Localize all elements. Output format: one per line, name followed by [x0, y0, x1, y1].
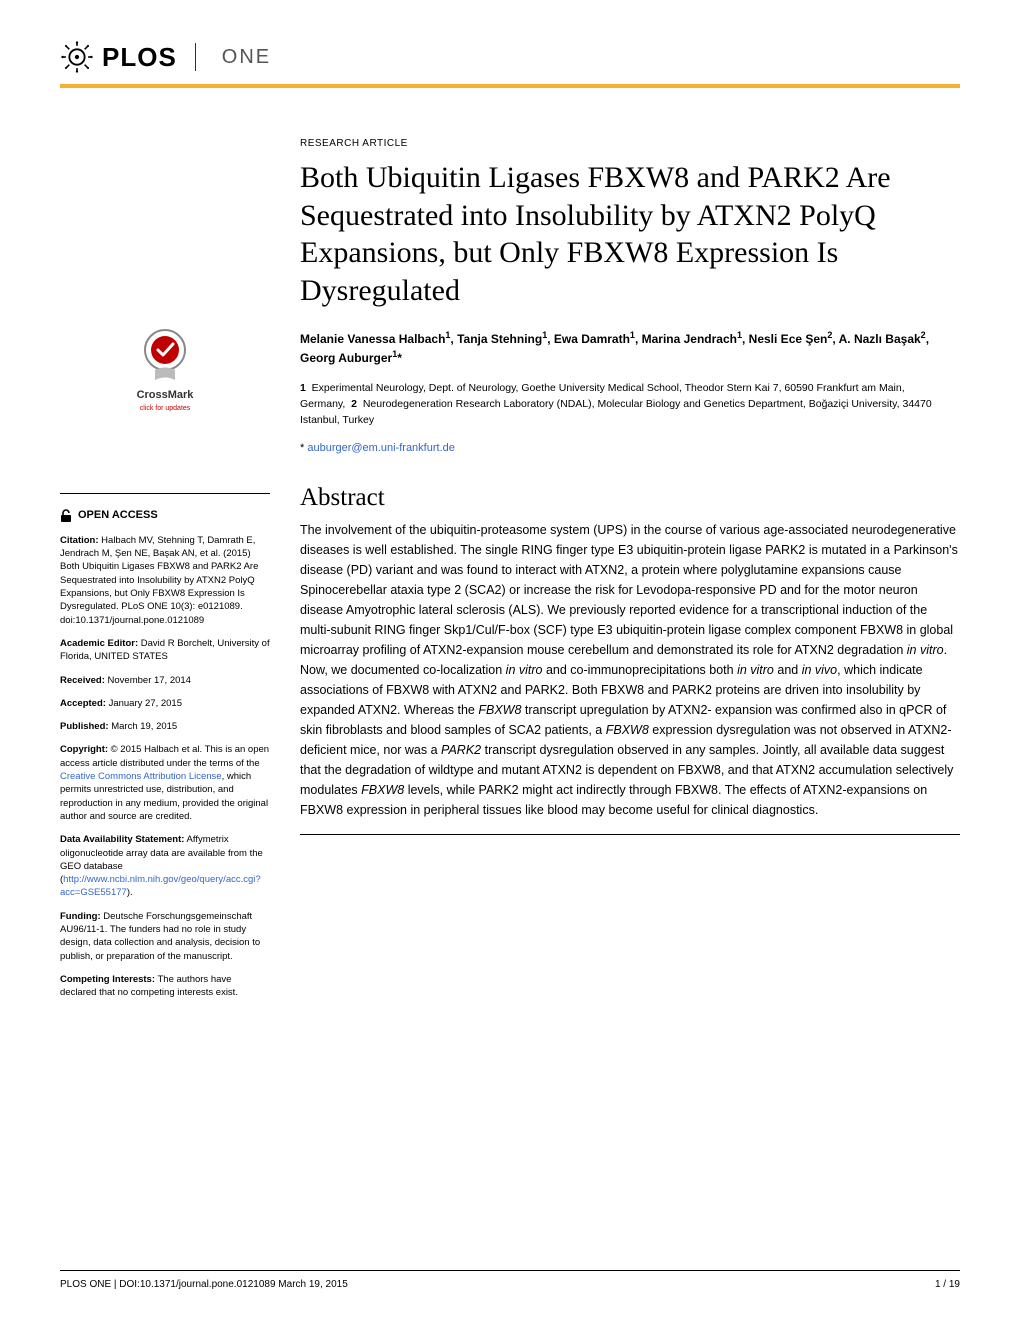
crossmark-label: CrossMark — [60, 388, 270, 403]
competing-interests-block: Competing Interests: The authors have de… — [60, 973, 270, 1000]
journal-name: ONE — [222, 46, 271, 69]
competing-label: Competing Interests: — [60, 974, 155, 985]
header-rule — [60, 84, 960, 88]
published-block: Published: March 19, 2015 — [60, 720, 270, 733]
page-footer: PLOS ONE | DOI:10.1371/journal.pone.0121… — [60, 1270, 960, 1290]
sidebar-divider — [60, 493, 270, 494]
citation-text: Halbach MV, Stehning T, Damrath E, Jendr… — [60, 535, 258, 626]
copyright-block: Copyright: © 2015 Halbach et al. This is… — [60, 743, 270, 823]
corresponding-author: * auburger@em.uni-frankfurt.de — [300, 442, 960, 454]
plos-symbol-icon — [60, 40, 94, 74]
sidebar: CrossMark click for updates OPEN ACCESS … — [60, 138, 270, 1009]
accepted-text: January 27, 2015 — [106, 698, 182, 709]
open-access-badge: OPEN ACCESS — [60, 508, 270, 523]
funding-block: Funding: Deutsche Forschungsgemeinschaft… — [60, 910, 270, 963]
crossmark-badge[interactable]: CrossMark click for updates — [60, 328, 270, 413]
abstract-text: The involvement of the ubiquitin-proteas… — [300, 520, 960, 820]
article-title: Both Ubiquitin Ligases FBXW8 and PARK2 A… — [300, 159, 960, 309]
plos-wordmark: PLOS — [102, 42, 177, 73]
accepted-block: Accepted: January 27, 2015 — [60, 697, 270, 710]
abstract-heading: Abstract — [300, 484, 960, 512]
journal-header: PLOS ONE — [60, 40, 960, 78]
received-text: November 17, 2014 — [105, 675, 191, 686]
plos-logo: PLOS ONE — [60, 40, 271, 74]
published-label: Published: — [60, 721, 109, 732]
open-access-label: OPEN ACCESS — [78, 508, 158, 523]
data-link[interactable]: http://www.ncbi.nlm.nih.gov/geo/query/ac… — [60, 874, 261, 898]
copyright-label: Copyright: — [60, 744, 108, 755]
received-block: Received: November 17, 2014 — [60, 674, 270, 687]
published-text: March 19, 2015 — [109, 721, 178, 732]
citation-label: Citation: — [60, 535, 99, 546]
editor-block: Academic Editor: David R Borchelt, Unive… — [60, 637, 270, 664]
data-label: Data Availability Statement: — [60, 834, 184, 845]
author-list: Melanie Vanessa Halbach1, Tanja Stehning… — [300, 329, 960, 367]
open-lock-icon — [60, 509, 72, 523]
article-type-label: RESEARCH ARTICLE — [300, 138, 960, 149]
accepted-label: Accepted: — [60, 698, 106, 709]
corresponding-email-link[interactable]: auburger@em.uni-frankfurt.de — [307, 442, 455, 454]
footer-left: PLOS ONE | DOI:10.1371/journal.pone.0121… — [60, 1279, 348, 1290]
received-label: Received: — [60, 675, 105, 686]
affiliation-list: 1 Experimental Neurology, Dept. of Neuro… — [300, 381, 960, 428]
data-availability-block: Data Availability Statement: Affymetrix … — [60, 833, 270, 899]
crossmark-sublabel: click for updates — [60, 404, 270, 414]
abstract-rule — [300, 834, 960, 835]
citation-block: Citation: Halbach MV, Stehning T, Damrat… — [60, 534, 270, 627]
license-link[interactable]: Creative Commons Attribution License — [60, 771, 222, 782]
data-text-2: ). — [127, 887, 133, 898]
editor-label: Academic Editor: — [60, 638, 138, 649]
crossmark-icon — [143, 328, 187, 382]
footer-right: 1 / 19 — [935, 1279, 960, 1290]
article-main: RESEARCH ARTICLE Both Ubiquitin Ligases … — [300, 138, 960, 1009]
logo-divider — [195, 43, 196, 71]
funding-label: Funding: — [60, 911, 101, 922]
